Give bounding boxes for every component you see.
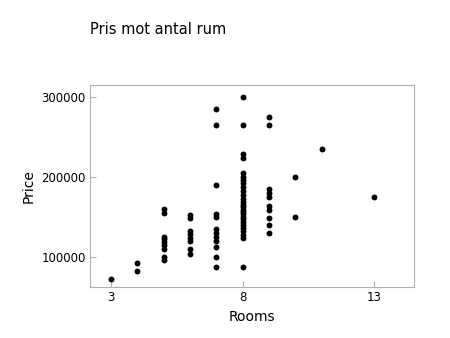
X-axis label: Rooms: Rooms	[229, 310, 275, 324]
Point	[213, 226, 220, 232]
Point	[213, 182, 220, 187]
Point	[239, 151, 247, 157]
Point	[239, 94, 247, 99]
Point	[160, 237, 167, 242]
Point	[266, 114, 273, 119]
Point	[160, 246, 167, 251]
Point	[239, 202, 247, 208]
Text: Pris mot antal rum: Pris mot antal rum	[90, 22, 226, 37]
Point	[239, 188, 247, 194]
Point	[134, 261, 141, 266]
Point	[266, 222, 273, 227]
Point	[239, 208, 247, 213]
Point	[239, 196, 247, 202]
Point	[186, 232, 194, 237]
Point	[239, 155, 247, 161]
Point	[213, 234, 220, 240]
Point	[239, 122, 247, 127]
Point	[213, 230, 220, 236]
Point	[160, 254, 167, 260]
Point	[239, 177, 247, 183]
Point	[239, 214, 247, 219]
Point	[239, 228, 247, 234]
Point	[266, 203, 273, 209]
Point	[186, 213, 194, 218]
Point	[160, 257, 167, 263]
Point	[239, 200, 247, 205]
Point	[213, 244, 220, 250]
Point	[160, 206, 167, 212]
Point	[239, 192, 247, 198]
Point	[239, 180, 247, 186]
Point	[186, 238, 194, 243]
Point	[318, 146, 325, 151]
Point	[266, 208, 273, 213]
Point	[266, 190, 273, 195]
Point	[239, 209, 247, 215]
Point	[213, 265, 220, 270]
Point	[266, 122, 273, 127]
Point	[292, 174, 299, 179]
Point	[239, 216, 247, 222]
Point	[160, 210, 167, 215]
Point	[213, 254, 220, 260]
Point	[266, 230, 273, 236]
Point	[239, 204, 247, 210]
Point	[213, 122, 220, 127]
Point	[239, 174, 247, 179]
Point	[239, 236, 247, 241]
Point	[213, 238, 220, 243]
Y-axis label: Price: Price	[22, 169, 36, 203]
Point	[371, 194, 378, 199]
Point	[266, 216, 273, 221]
Point	[239, 212, 247, 217]
Point	[266, 194, 273, 199]
Point	[239, 222, 247, 227]
Point	[186, 216, 194, 221]
Point	[160, 240, 167, 245]
Point	[213, 106, 220, 111]
Point	[239, 170, 247, 175]
Point	[266, 186, 273, 191]
Point	[239, 265, 247, 270]
Point	[186, 246, 194, 251]
Point	[160, 234, 167, 240]
Point	[239, 233, 247, 238]
Point	[160, 242, 167, 247]
Point	[186, 252, 194, 257]
Point	[239, 225, 247, 231]
Point	[186, 228, 194, 234]
Point	[239, 219, 247, 224]
Point	[108, 276, 115, 282]
Point	[186, 236, 194, 241]
Point	[134, 269, 141, 274]
Point	[213, 212, 220, 217]
Point	[213, 214, 220, 219]
Point	[239, 185, 247, 190]
Point	[292, 214, 299, 219]
